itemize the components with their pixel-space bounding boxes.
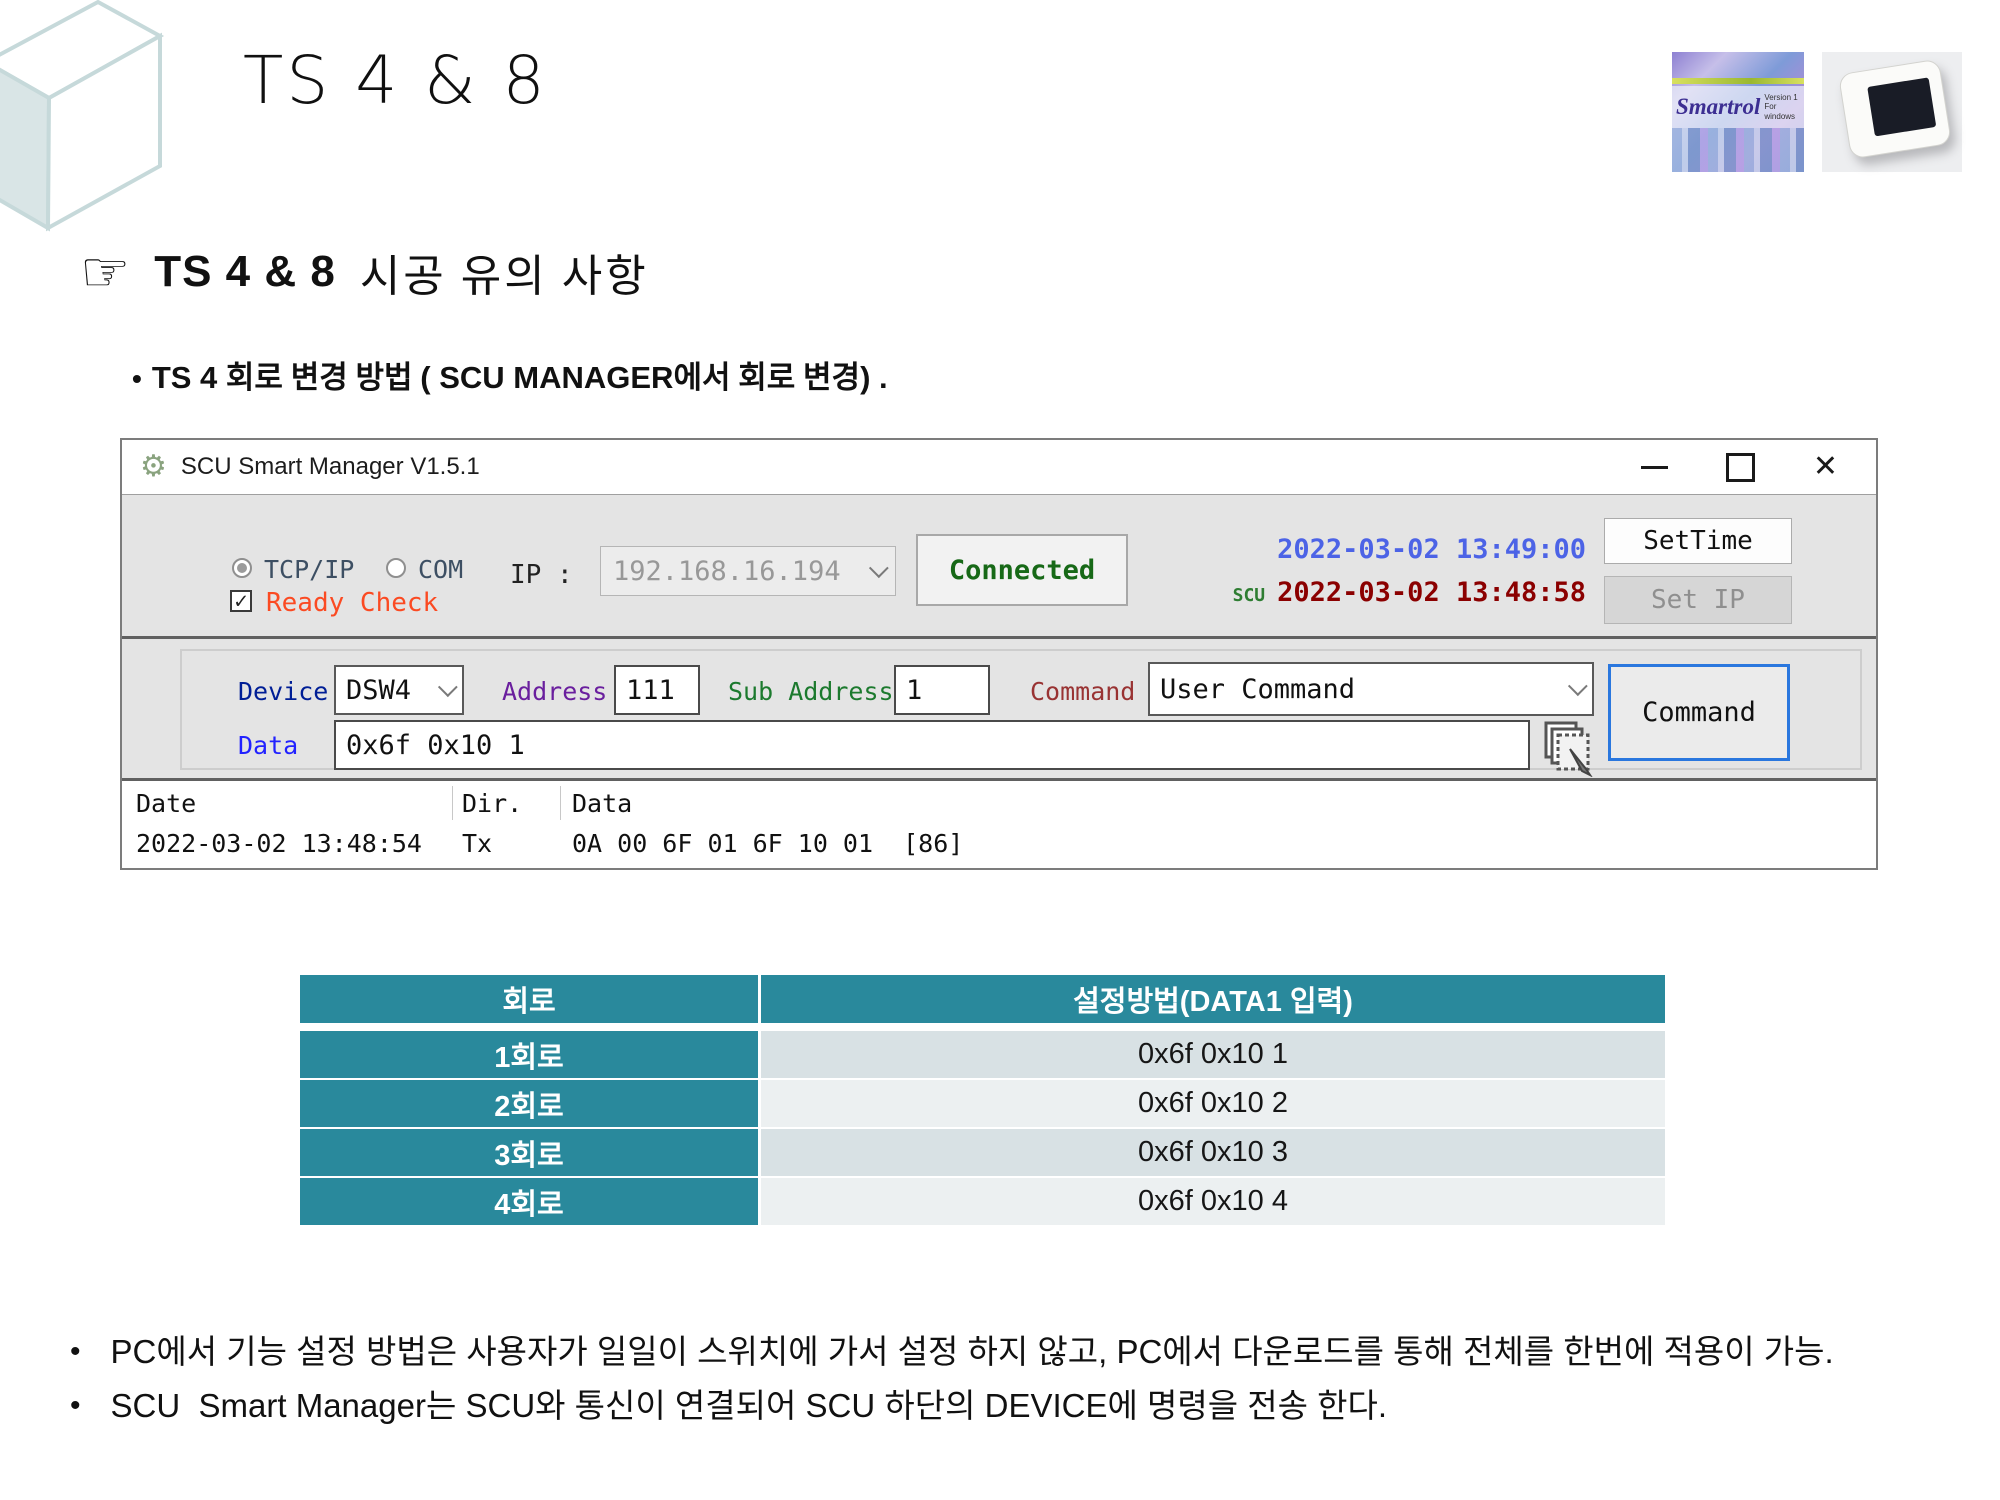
bullet-marker: •: [70, 1388, 81, 1422]
chevron-down-icon: [1567, 676, 1588, 697]
smartrol-title: Smartrol: [1676, 94, 1761, 119]
sub-bullet-part: ) .: [860, 360, 888, 395]
bullet-marker: •: [132, 363, 142, 394]
cell-method: 0x6f 0x10 3: [761, 1129, 1665, 1176]
table-row: 2회로 0x6f 0x10 2: [300, 1080, 1665, 1127]
sub-address-label: Sub Address: [728, 677, 894, 706]
log-area[interactable]: Date Dir. Data 2022-03-02 13:48:54 Tx 0A…: [122, 781, 1876, 868]
cell-method: 0x6f 0x10 4: [761, 1178, 1665, 1225]
sub-bullet-part: ( SCU MANAGER: [420, 360, 674, 395]
table-row: 3회로 0x6f 0x10 3: [300, 1129, 1665, 1176]
table-row: 1회로 0x6f 0x10 1: [300, 1031, 1665, 1078]
gear-icon: ⚙: [140, 450, 167, 483]
cell-circuit: 4회로: [300, 1178, 758, 1225]
settime-button[interactable]: SetTime: [1604, 518, 1792, 564]
data-label: Data: [238, 731, 299, 760]
note-text: SCU Smart Manager는 SCU와 통신이 연결되어 SCU 하단의…: [110, 1386, 1388, 1424]
close-button[interactable]: ✕: [1812, 449, 1838, 484]
ready-check-checkbox[interactable]: ✓: [230, 590, 252, 613]
pointing-hand-icon: ☞: [80, 240, 131, 303]
command-combobox[interactable]: User Command: [1148, 662, 1594, 716]
heading-text: 시공 유의 사항: [359, 252, 649, 301]
command-button[interactable]: Command: [1608, 664, 1790, 761]
log-header-data: Data: [572, 789, 633, 818]
device-value: DSW4: [346, 674, 412, 706]
command-label: Command: [1030, 677, 1136, 706]
touchscreen-device-image: [1822, 52, 1962, 172]
section-heading: ☞ TS 4 & 8 시공 유의 사항: [80, 240, 649, 304]
sub-address-input[interactable]: [894, 665, 990, 715]
address-label: Address: [502, 677, 608, 706]
log-date: 2022-03-02 13:48:54: [136, 829, 422, 858]
smartrol-accent-line: [1672, 78, 1804, 84]
note-item: • PC에서 기능 설정 방법은 사용자가 일일이 스위치에 가서 설정 하지 …: [70, 1328, 1970, 1376]
log-data: 0A 00 6F 01 6F 10 01 [86]: [572, 829, 964, 858]
page-title: TS 4 & 8: [243, 42, 548, 119]
com-radio-label: COM: [418, 555, 464, 584]
minimize-button[interactable]: [1640, 465, 1668, 469]
log-header-dir: Dir.: [462, 789, 523, 818]
chevron-down-icon: [868, 558, 889, 579]
cell-method: 0x6f 0x10 2: [761, 1080, 1665, 1127]
note-text: PC에서 기능 설정 방법은 사용자가 일일이 스위치에 가서 설정 하지 않고…: [110, 1333, 1834, 1370]
copy-edit-icon[interactable]: [1536, 719, 1594, 777]
command-value: User Command: [1160, 673, 1356, 705]
log-header-date: Date: [136, 789, 197, 818]
cell-circuit: 2회로: [300, 1080, 758, 1127]
sub-bullet-part: 에서 회로 변경: [673, 360, 861, 395]
notes-list: • PC에서 기능 설정 방법은 사용자가 일일이 스위치에 가서 설정 하지 …: [70, 1328, 1970, 1436]
com-radio[interactable]: [386, 558, 406, 578]
table-header-row: 회로 설정방법(DATA1 입력): [300, 975, 1665, 1023]
maximize-button[interactable]: [1725, 452, 1755, 482]
column-divider: [452, 786, 453, 820]
tcpip-radio-label: TCP/IP: [264, 555, 355, 584]
device-screen: [1867, 77, 1937, 137]
header-method: 설정방법(DATA1 입력): [761, 975, 1665, 1023]
device-label: Device: [238, 677, 329, 706]
sub-bullet-part: 회로 변경 방법: [225, 360, 421, 395]
scu-time-label: SCU: [1232, 585, 1266, 606]
ip-address-combobox[interactable]: 192.168.16.194: [600, 546, 896, 596]
sub-bullet-part: TS 4: [151, 360, 226, 395]
scu-smart-manager-window: ⚙ SCU Smart Manager V1.5.1 ✕ TCP/IP COM …: [120, 438, 1878, 870]
smartrol-box-image: Smartrol Version 1 For windows: [1672, 52, 1804, 172]
smartrol-version: Version 1: [1764, 93, 1798, 103]
bullet-marker: •: [70, 1335, 81, 1368]
smartrol-artwork: [1672, 128, 1804, 172]
address-input[interactable]: [614, 665, 700, 715]
device-combobox[interactable]: DSW4: [334, 665, 464, 715]
heading-product: TS 4 & 8: [154, 247, 336, 296]
pc-time: 2022-03-02 13:49:00: [1277, 534, 1586, 565]
circuit-table: 회로 설정방법(DATA1 입력) 1회로 0x6f 0x10 1 2회로 0x…: [300, 975, 1665, 1227]
device-body: [1837, 58, 1953, 160]
log-dir: Tx: [462, 829, 493, 858]
cube-decoration: [0, 0, 165, 232]
table-row: 4회로 0x6f 0x10 4: [300, 1178, 1665, 1225]
tcpip-radio[interactable]: [232, 558, 252, 578]
chevron-down-icon: [437, 677, 458, 698]
connection-panel: TCP/IP COM ✓ Ready Check IP : 192.168.16…: [122, 496, 1876, 639]
command-panel: Device DSW4 Address Sub Address Command …: [122, 639, 1876, 781]
setip-button[interactable]: Set IP: [1604, 576, 1792, 624]
data-input[interactable]: [334, 720, 1530, 770]
cell-method: 0x6f 0x10 1: [761, 1031, 1665, 1078]
ip-address-value: 192.168.16.194: [613, 555, 841, 587]
header-circuit: 회로: [300, 975, 758, 1023]
cell-circuit: 3회로: [300, 1129, 758, 1176]
ip-label: IP :: [510, 560, 573, 590]
ready-check-label: Ready Check: [266, 588, 439, 618]
cell-circuit: 1회로: [300, 1031, 758, 1078]
smartrol-platform: For windows: [1764, 102, 1796, 121]
scu-time: 2022-03-02 13:48:58: [1277, 577, 1586, 608]
window-titlebar[interactable]: ⚙ SCU Smart Manager V1.5.1 ✕: [122, 440, 1876, 495]
note-item: • SCU Smart Manager는 SCU와 통신이 연결되어 SCU 하…: [70, 1382, 1970, 1430]
time-display: 2022-03-02 13:49:00 SCU 2022-03-02 13:48…: [1162, 534, 1586, 608]
sub-bullet: • TS 4 회로 변경 방법 ( SCU MANAGER 에서 회로 변경 )…: [132, 352, 888, 397]
column-divider: [560, 786, 561, 820]
connected-button[interactable]: Connected: [916, 534, 1128, 606]
window-title: SCU Smart Manager V1.5.1: [180, 453, 480, 480]
